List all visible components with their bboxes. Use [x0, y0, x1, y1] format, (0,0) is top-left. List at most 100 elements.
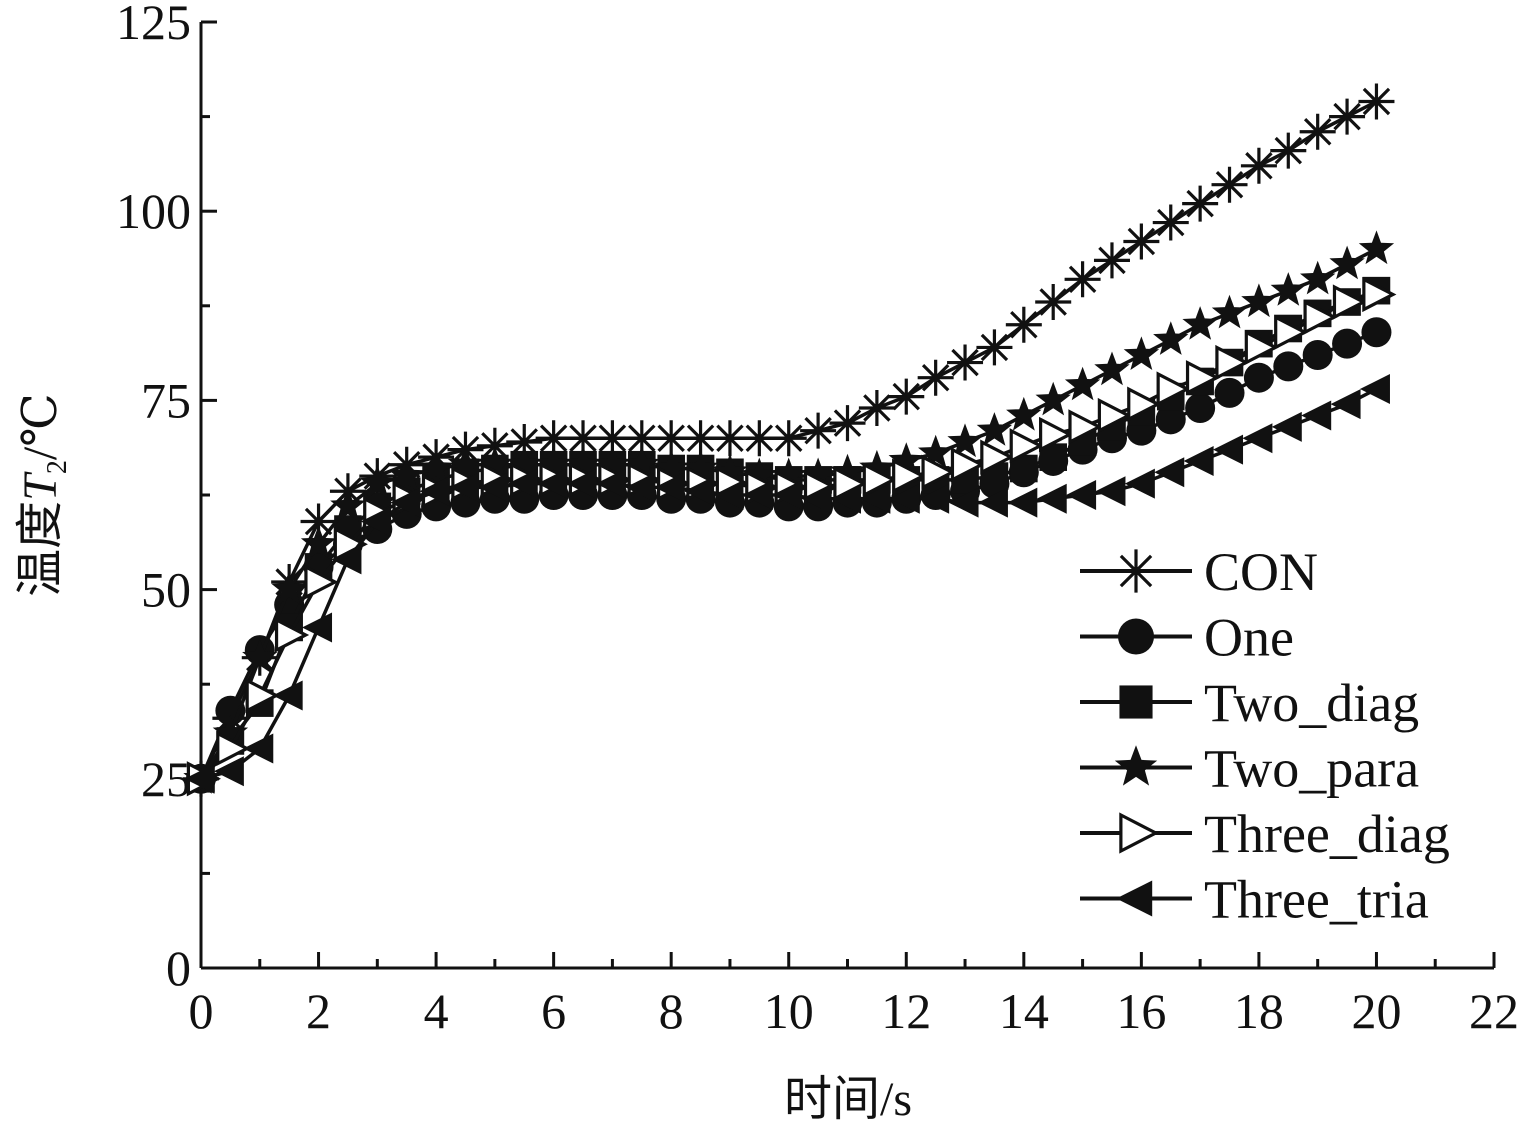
data-point	[950, 447, 986, 483]
legend-item: CON	[1080, 542, 1318, 602]
data-point	[1064, 366, 1101, 401]
data-point	[1093, 242, 1130, 279]
x-tick-label: 14	[999, 983, 1049, 1039]
data-point	[980, 439, 1015, 475]
data-point	[1241, 283, 1277, 318]
data-point	[977, 487, 1008, 518]
y-tick-label: 25	[141, 751, 191, 807]
data-point	[1036, 483, 1067, 514]
legend-marker	[1114, 549, 1158, 593]
data-point	[1007, 487, 1038, 518]
data-point	[300, 525, 337, 560]
data-point	[1183, 445, 1214, 476]
data-point	[535, 446, 572, 480]
legend-item: One	[1080, 608, 1294, 668]
data-point	[800, 412, 837, 449]
data-point	[862, 462, 897, 498]
legend-marker	[1119, 812, 1160, 854]
data-point	[1039, 416, 1074, 453]
x-tick-label: 20	[1351, 983, 1401, 1039]
legend-item: Three_tria	[1080, 870, 1429, 930]
data-point	[537, 468, 568, 499]
y-tick-label: 125	[116, 0, 191, 50]
data-point	[1154, 457, 1185, 488]
x-tick-label: 16	[1116, 983, 1166, 1039]
data-point	[1097, 397, 1132, 434]
data-point	[302, 612, 333, 643]
data-point	[1274, 314, 1309, 350]
series-two-para	[183, 230, 1395, 794]
data-point	[418, 449, 454, 484]
data-point	[1332, 284, 1368, 320]
x-tick-label: 22	[1469, 983, 1519, 1039]
data-point	[274, 617, 310, 653]
data-point	[565, 420, 602, 457]
data-point	[1127, 386, 1162, 422]
data-point	[829, 453, 866, 488]
y-tick-label: 50	[141, 562, 191, 618]
data-point	[653, 420, 690, 457]
data-point	[448, 472, 479, 503]
data-point	[360, 506, 391, 537]
data-point	[594, 420, 631, 457]
legend-marker	[1119, 685, 1153, 719]
data-point	[390, 487, 421, 518]
data-point	[1301, 400, 1332, 431]
data-point	[1153, 321, 1189, 355]
data-point	[1362, 276, 1397, 313]
data-point	[1094, 351, 1130, 386]
data-point	[477, 446, 513, 480]
data-point	[447, 446, 484, 480]
x-tick-label: 12	[881, 983, 931, 1039]
data-point	[1358, 230, 1395, 265]
data-point	[1332, 328, 1363, 359]
data-point	[1006, 396, 1042, 431]
data-point	[917, 359, 954, 396]
data-point	[476, 427, 513, 464]
axes: 0 2 4 6 8 10 12 14 16 18 20 22 0 25 50 75 100 125	[116, 0, 1519, 1039]
legend-label: Three_diag	[1204, 804, 1450, 864]
data-point	[535, 420, 572, 457]
data-point	[801, 483, 832, 514]
data-point	[1005, 306, 1042, 343]
data-point	[623, 420, 660, 457]
legend-label: Three_tria	[1204, 870, 1429, 930]
data-point	[1243, 362, 1274, 393]
x-tick-label: 2	[306, 983, 331, 1039]
data-point	[742, 480, 773, 510]
data-point	[625, 472, 656, 503]
data-point	[1211, 166, 1248, 203]
data-point	[1182, 306, 1218, 340]
data-point	[712, 453, 748, 488]
data-point	[1271, 411, 1302, 442]
data-point	[419, 476, 450, 507]
data-point	[212, 714, 249, 749]
data-point	[771, 457, 807, 492]
y-tick-label: 75	[141, 372, 191, 428]
data-point	[1185, 392, 1216, 423]
y-ticks: 0 25 50 75 100 125	[116, 0, 217, 996]
data-point	[506, 446, 542, 480]
data-point	[860, 483, 891, 514]
data-point	[330, 487, 366, 522]
legend-marker	[1116, 880, 1153, 917]
data-point	[1064, 261, 1101, 298]
data-point	[684, 476, 715, 507]
data-point	[654, 472, 685, 503]
data-point	[682, 420, 719, 457]
data-point	[507, 468, 538, 499]
data-point	[772, 480, 803, 510]
data-point	[272, 680, 303, 711]
data-point	[1359, 374, 1390, 405]
data-point	[245, 677, 280, 714]
data-point	[1035, 284, 1072, 321]
data-point	[1182, 185, 1219, 222]
data-point	[947, 344, 984, 381]
data-point	[682, 449, 719, 484]
data-point	[1270, 272, 1306, 306]
y-axis-label-variable: T	[14, 471, 67, 501]
data-point	[506, 424, 543, 461]
x-tick-label: 4	[424, 983, 449, 1039]
data-point	[858, 389, 895, 426]
